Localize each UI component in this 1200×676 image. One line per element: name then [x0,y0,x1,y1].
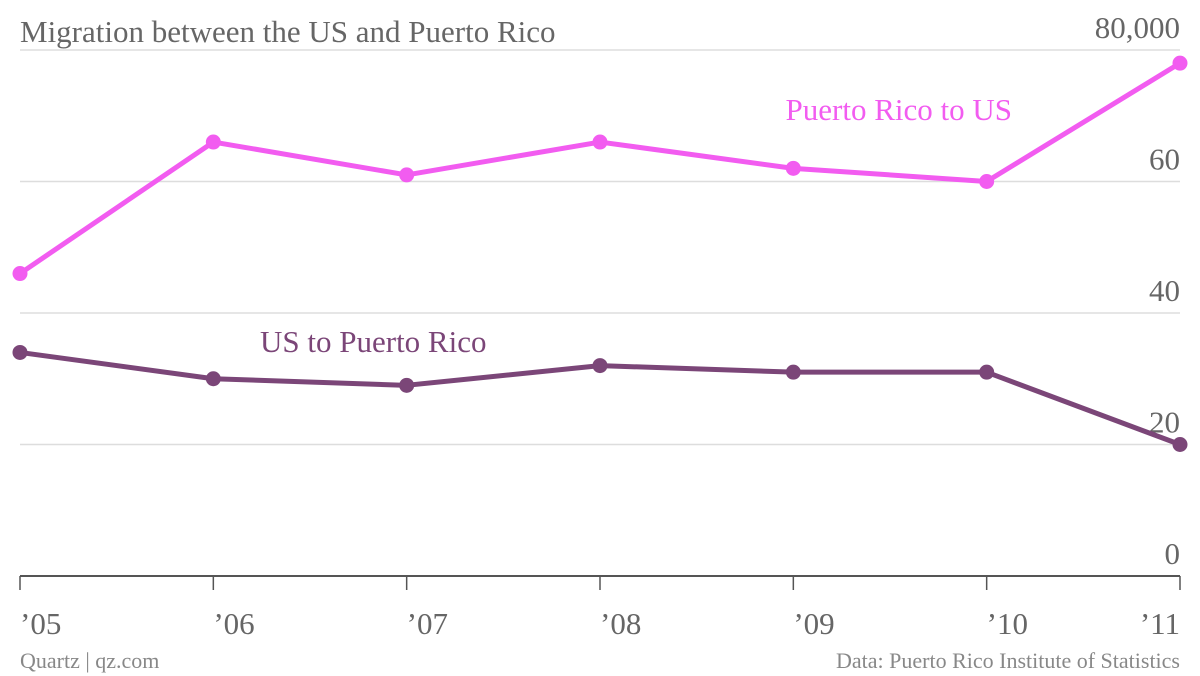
data-point [785,364,801,380]
data-point [979,174,995,189]
data-point [785,160,801,176]
data-point [1172,437,1188,452]
chart-title: Migration between the US and Puerto Rico [20,14,556,49]
source: Data: Puerto Rico Institute of Statistic… [836,648,1180,673]
x-tick-label: ’10 [987,606,1028,641]
x-tick-label: ’09 [793,606,834,641]
data-point [1172,55,1188,71]
x-tick-label: ’05 [20,606,61,641]
credit: Quartz | qz.com [20,648,159,673]
data-point [205,371,221,387]
data-point [399,167,415,183]
x-tick-label: ’06 [213,606,254,641]
x-tick-label: ’07 [407,606,448,641]
series-label: Puerto Rico to US [786,92,1012,127]
data-point [592,134,608,150]
data-point [399,377,415,393]
y-tick-label: 40 [1149,273,1180,308]
x-tick-label: ’11 [1140,606,1180,641]
data-point [12,266,28,282]
data-point [979,364,995,380]
y-tick-label: 0 [1165,536,1181,571]
series-label: US to Puerto Rico [260,324,486,359]
y-tick-label: 80,000 [1095,10,1180,45]
data-point [12,344,28,360]
x-tick-label: ’08 [600,606,641,641]
data-point [592,358,608,374]
data-point [205,134,221,150]
y-tick-label: 60 [1149,142,1180,177]
